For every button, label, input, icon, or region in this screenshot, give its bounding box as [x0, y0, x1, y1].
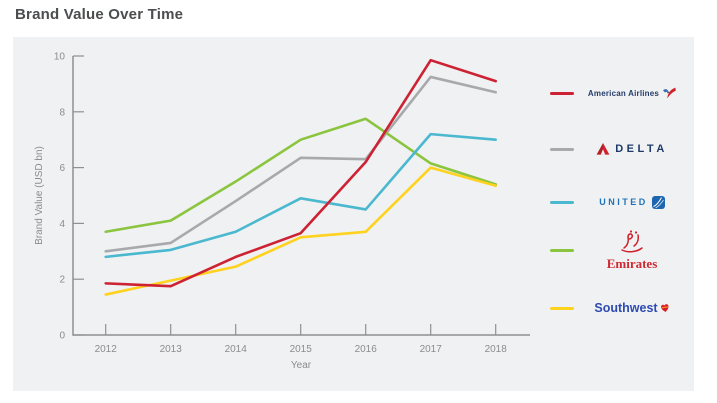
line-chart: 0 2 4 6 8 10 2012 2013 2014 2015 2016 2017 2018 Brand…: [34, 52, 530, 371]
legend-item-emirates: Emirates: [550, 221, 690, 279]
delta-wordmark: DELTA: [615, 143, 668, 155]
axes: [72, 56, 530, 336]
emirates-wordmark: Emirates: [606, 255, 658, 271]
legend-item-southwest: Southwest: [550, 298, 690, 318]
emirates-logo: Emirates: [574, 229, 690, 272]
y-tick-label: 2: [59, 275, 65, 286]
series-line-southwest: [104, 166, 498, 296]
x-tick-label: 2013: [160, 344, 183, 355]
american-airlines-wordmark: American Airlines: [587, 88, 660, 98]
page-title: Brand Value Over Time: [15, 6, 184, 23]
united-logo: UNITED: [574, 195, 690, 209]
series-line-delta: [104, 75, 498, 253]
southwest-logo: Southwest: [574, 301, 690, 315]
x-tick-label: 2017: [420, 344, 443, 355]
x-tick-label: 2014: [225, 344, 248, 355]
delta-line-swatch: [550, 147, 574, 151]
legend-item-american-airlines: American Airlines: [550, 83, 690, 103]
x-tick-label: 2012: [95, 344, 118, 355]
y-tick-label: 8: [59, 107, 65, 118]
american-airlines-logo: American Airlines: [574, 87, 690, 99]
y-tick-label: 6: [59, 163, 65, 174]
united-line-swatch: [550, 200, 574, 204]
x-tick-label: 2015: [290, 344, 313, 355]
chart-card: 0 2 4 6 8 10 2012 2013 2014 2015 2016 2017 2018 Brand…: [13, 37, 694, 391]
y-axis-label: Brand Value (USD bn): [34, 146, 45, 245]
southwest-wordmark: Southwest: [594, 301, 658, 315]
x-tick-label: 2018: [485, 344, 508, 355]
southwest-line-swatch: [550, 306, 574, 310]
y-tick-label: 4: [59, 219, 65, 230]
x-axis-label: Year: [291, 360, 312, 371]
southwest-heart-icon: [660, 304, 669, 312]
delta-logo: DELTA: [574, 143, 690, 155]
series-line-american-airlines: [104, 58, 498, 288]
emirates-calligraphy-icon: [621, 229, 643, 252]
y-tick-label: 10: [54, 52, 66, 63]
united-globe-icon: [651, 195, 665, 209]
legend: American Airlines DELTA: [540, 37, 694, 391]
x-tick-label: 2016: [355, 344, 378, 355]
y-tick-label: 0: [59, 331, 65, 342]
legend-item-united: UNITED: [550, 192, 690, 212]
legend-item-delta: DELTA: [550, 139, 690, 159]
american-airlines-line-swatch: [550, 91, 574, 95]
united-wordmark: UNITED: [599, 197, 648, 207]
series-line-united: [104, 132, 498, 259]
emirates-line-swatch: [550, 248, 574, 252]
delta-triangle-icon: [596, 143, 610, 155]
american-airlines-eagle-icon: [663, 87, 676, 99]
series-line-emirates: [104, 117, 498, 234]
